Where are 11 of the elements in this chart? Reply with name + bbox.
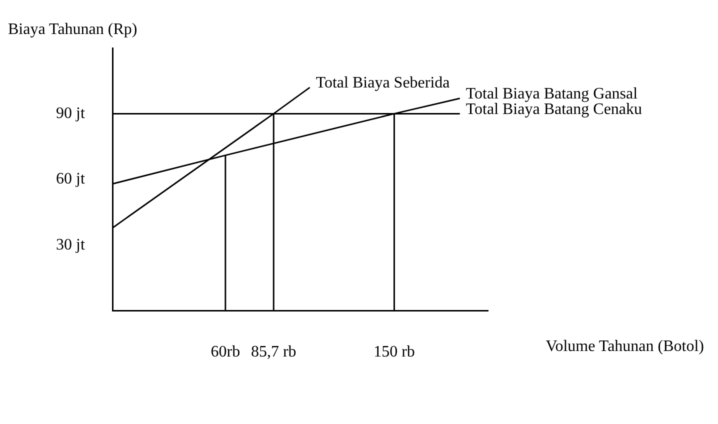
series-label: Total Biaya Batang Cenaku [466,100,642,118]
series-label: Total Biaya Batang Gansal [466,86,638,103]
y-axis-title: Biaya Tahunan (Rp) [8,21,138,38]
y-tick-label: 90 jt [56,104,86,122]
x-tick-label: 85,7 rb [250,344,296,361]
x-tick-label: 60rb [210,344,240,361]
y-tick-label: 30 jt [56,236,86,254]
series-label: Total Biaya Seberida [316,74,450,92]
y-tick-label: 60 jt [56,170,86,188]
x-tick-label: 150 rb [374,344,415,361]
x-axis-title: Volume Tahunan (Botol) [546,338,704,356]
